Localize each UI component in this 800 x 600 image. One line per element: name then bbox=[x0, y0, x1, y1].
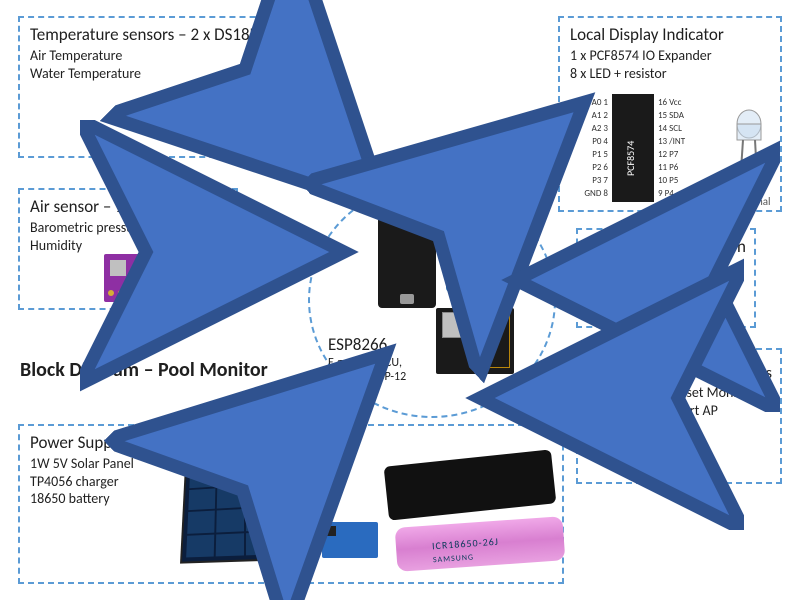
wemos-board-icon bbox=[446, 222, 502, 292]
box-display: Local Display Indicator 1 x PCF8574 IO E… bbox=[558, 16, 782, 212]
box-temp-line0: Air Temperature bbox=[30, 47, 304, 65]
solar-panel-icon bbox=[180, 454, 314, 564]
optional-label: Optional bbox=[732, 195, 771, 208]
box-air-title: Air sensor – 1 x BME280 bbox=[30, 196, 226, 217]
tp4056-icon bbox=[322, 522, 378, 558]
push-button-icon bbox=[608, 416, 650, 458]
toggle-switch-icon bbox=[580, 246, 640, 326]
box-air-sensor: Air sensor – 1 x BME280 Barometric press… bbox=[18, 188, 238, 310]
box-push: 2xPush buttons Reset Monitor Start AP bbox=[576, 348, 782, 484]
box-display-line1: 8 x LED + resistor bbox=[570, 65, 770, 83]
center-subtitle: E.g. NodeMCU, Wemos, ESP-12 bbox=[328, 356, 406, 385]
box-toggle-line0: Power ON/Off bbox=[635, 259, 746, 277]
box-push-line2: Start AP bbox=[672, 402, 772, 420]
esp12-module-icon bbox=[436, 308, 514, 374]
chip-label: PCF8574 bbox=[624, 141, 637, 176]
ds18b20-icon bbox=[160, 74, 310, 154]
box-display-title: Local Display Indicator bbox=[570, 24, 770, 45]
box-temp-sensors: Temperature sensors – 2 x DS18B20 Air Te… bbox=[18, 16, 316, 158]
pcf8574-chip-icon: A0 1A1 2A2 3P0 4P1 5P2 6P3 7GND 8 16 Vcc… bbox=[568, 94, 708, 204]
box-push-line1: Reset Monitor bbox=[672, 384, 772, 402]
bme280-icon bbox=[104, 254, 168, 302]
box-air-line1: Humidity bbox=[30, 237, 226, 255]
box-toggle: 1xToggle Button Power ON/Off bbox=[576, 228, 756, 328]
nodemcu-board-icon bbox=[378, 196, 436, 308]
box-air-line0: Barometric pressure bbox=[30, 219, 226, 237]
box-push-title: 2xPush buttons bbox=[672, 364, 772, 384]
box-power: Power Supply 1W 5V Solar Panel TP4056 ch… bbox=[18, 424, 564, 584]
box-toggle-title: 1xToggle Button bbox=[635, 236, 746, 257]
box-display-line0: 1 x PCF8574 IO Expander bbox=[570, 47, 770, 65]
push-button-icon bbox=[588, 362, 630, 404]
box-temp-title: Temperature sensors – 2 x DS18B20 bbox=[30, 24, 304, 45]
led-icon bbox=[724, 108, 774, 178]
center-title: ESP8266 bbox=[328, 334, 387, 355]
diagram-title: Block Diagram – Pool Monitor bbox=[20, 358, 268, 382]
box-power-title: Power Supply bbox=[30, 432, 552, 453]
battery-cell-icon: ICR18650-26JSAMSUNG bbox=[395, 516, 566, 572]
